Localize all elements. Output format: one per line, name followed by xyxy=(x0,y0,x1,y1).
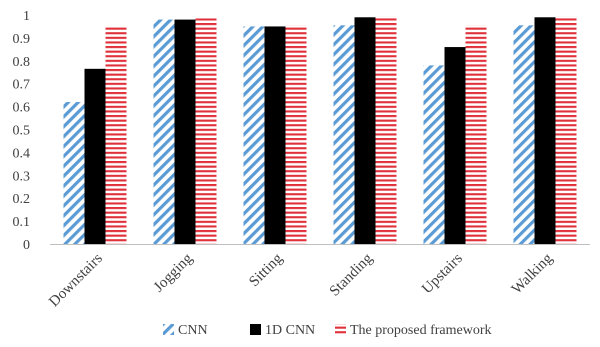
bar-1d-cnn-walking xyxy=(534,17,556,245)
bar-cnn-standing xyxy=(333,25,355,245)
y-tick-label: 0.5 xyxy=(13,124,31,139)
legend-label: The proposed framework xyxy=(350,323,492,338)
bar-the-proposed-framework-downstairs xyxy=(105,26,127,245)
y-tick-label: 0 xyxy=(23,238,30,253)
legend-label: CNN xyxy=(178,323,208,338)
x-category-label: Standing xyxy=(327,250,376,299)
legend-swatch xyxy=(163,324,174,335)
x-category-label: Jogging xyxy=(151,250,196,295)
legend-swatch xyxy=(335,324,346,335)
y-tick-label: 0.9 xyxy=(13,32,31,47)
y-tick-label: 0.3 xyxy=(13,169,31,184)
bar-cnn-sitting xyxy=(243,26,265,245)
x-axis: Downstairs Jogging Sitting Standing Upstairs… xyxy=(46,250,556,310)
legend-swatch xyxy=(250,324,261,335)
bar-the-proposed-framework-standing xyxy=(375,16,397,244)
y-tick-label: 0.6 xyxy=(13,101,31,116)
legend-item-1d-cnn: 1D CNN xyxy=(250,323,315,338)
legend-label: 1D CNN xyxy=(265,323,315,338)
y-tick-label: 0.4 xyxy=(13,146,31,161)
bars xyxy=(63,16,577,245)
x-category-label: Downstairs xyxy=(46,250,106,310)
bar-1d-cnn-jogging xyxy=(174,19,196,244)
bar-the-proposed-framework-upstairs xyxy=(465,25,487,245)
bar-1d-cnn-downstairs xyxy=(84,68,106,244)
y-tick-label: 0.7 xyxy=(13,78,31,93)
bar-1d-cnn-upstairs xyxy=(444,47,466,245)
y-tick-label: 1 xyxy=(23,9,30,24)
x-category-label: Sitting xyxy=(246,250,286,290)
bar-1d-cnn-standing xyxy=(354,17,376,245)
x-category-label: Upstairs xyxy=(419,250,466,297)
bar-the-proposed-framework-jogging xyxy=(195,18,217,245)
bar-cnn-walking xyxy=(513,25,535,245)
bar-1d-cnn-sitting xyxy=(264,26,286,245)
bar-cnn-downstairs xyxy=(63,102,85,245)
legend-item-cnn: CNN xyxy=(163,323,208,338)
bar-the-proposed-framework-sitting xyxy=(285,25,307,245)
legend: CNN 1D CNN The proposed framework xyxy=(163,323,492,338)
y-axis: 0 0.1 0.2 0.3 0.4 0.5 0.6 0.7 0.8 0.9 1 xyxy=(13,9,31,253)
y-tick-label: 0.8 xyxy=(13,55,31,70)
bar-cnn-upstairs xyxy=(423,65,445,244)
y-tick-label: 0.1 xyxy=(13,215,31,230)
x-category-label: Walking xyxy=(509,250,556,297)
legend-item-the-proposed-framework: The proposed framework xyxy=(335,323,492,338)
y-tick-label: 0.2 xyxy=(13,192,31,207)
bar-cnn-jogging xyxy=(153,19,175,244)
bar-the-proposed-framework-walking xyxy=(555,16,577,244)
